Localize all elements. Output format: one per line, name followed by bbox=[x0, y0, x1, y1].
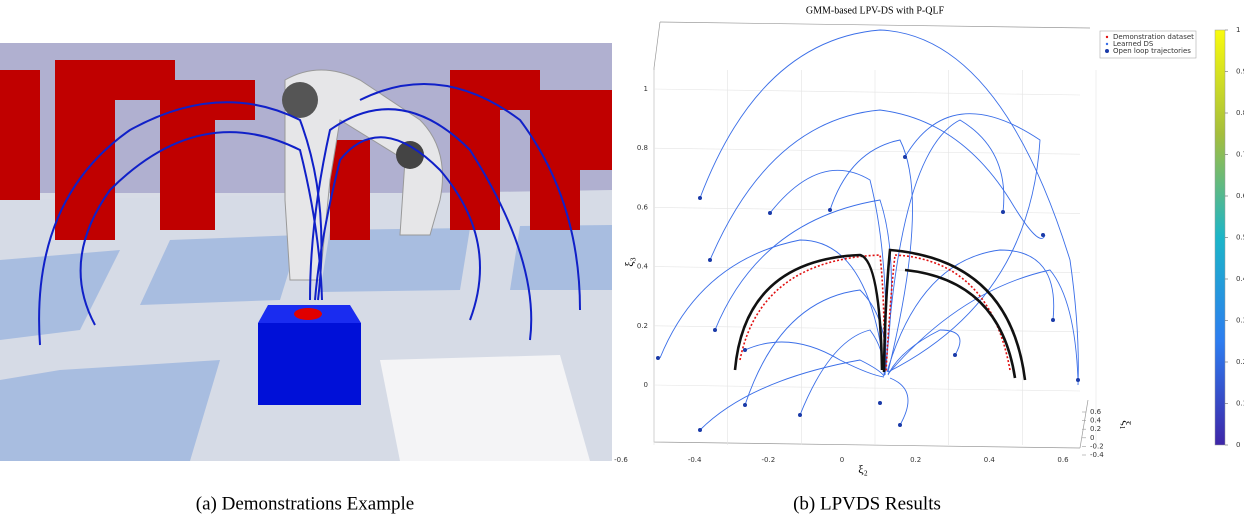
z-tick-label: 0 bbox=[644, 381, 648, 389]
z-tick-label: 0.6 bbox=[637, 203, 649, 211]
z-tick-label: 0.4 bbox=[637, 263, 649, 271]
page: (a) Demonstrations Example bbox=[0, 0, 1244, 527]
y-tick-label: -0.2 bbox=[1090, 442, 1104, 450]
grid-line bbox=[654, 267, 1080, 273]
y-tick-label: 0.2 bbox=[1090, 425, 1101, 433]
y-axis-label: ξ₁ bbox=[1119, 420, 1133, 430]
colorbar-tick-label: 0.2 bbox=[1236, 358, 1244, 366]
caption: (b) LPVDS Results bbox=[793, 493, 941, 514]
x-tick-label: -0.6 bbox=[614, 456, 628, 464]
legend-label: Open loop trajectories bbox=[1113, 47, 1191, 55]
grid-line bbox=[654, 385, 1080, 391]
colorbar-tick-label: 0.8 bbox=[1236, 109, 1244, 117]
grid bbox=[654, 70, 1096, 445]
colorbar-tick-label: 0.4 bbox=[1236, 275, 1244, 283]
y-tick-label: -0.4 bbox=[1090, 451, 1104, 459]
colorbar-tick-label: 0 bbox=[1236, 441, 1240, 449]
plot-frame bbox=[654, 22, 1090, 448]
x-tick-label: 0.4 bbox=[984, 456, 996, 464]
y-tick-label: 0.6 bbox=[1090, 408, 1102, 416]
colorbar-tick-label: 0.7 bbox=[1236, 151, 1244, 159]
x-tick-label: -0.2 bbox=[761, 456, 775, 464]
z-tick-label: 1 bbox=[644, 85, 648, 93]
colorbar-tick-label: 0.6 bbox=[1236, 192, 1244, 200]
x-axis-label: ξ₂ bbox=[858, 462, 868, 476]
scene-image bbox=[0, 43, 612, 461]
x-tick-label: -0.4 bbox=[688, 456, 702, 464]
caption: (a) Demonstrations Example bbox=[196, 493, 414, 514]
grid-line bbox=[654, 89, 1080, 95]
colorbar-tick-label: 0.9 bbox=[1236, 68, 1244, 76]
x-tick-label: 0 bbox=[840, 456, 844, 464]
z-tick-label: 0.8 bbox=[637, 144, 648, 152]
y-tick-label: 0 bbox=[1090, 434, 1094, 442]
x-tick-label: 0.2 bbox=[910, 456, 921, 464]
colorbar-tick-label: 1 bbox=[1236, 26, 1240, 34]
colorbar-tick-label: 0.5 bbox=[1236, 234, 1244, 242]
colorbar-tick-label: 0.3 bbox=[1236, 317, 1244, 325]
figure: (a) Demonstrations Example bbox=[0, 0, 1244, 527]
colorbar-tick-label: 0.1 bbox=[1236, 400, 1244, 408]
x-tick-label: 0.6 bbox=[1057, 456, 1069, 464]
z-axis-label: ξ₃ bbox=[622, 257, 636, 267]
colorbar bbox=[1215, 30, 1225, 445]
grid-line bbox=[654, 148, 1080, 154]
plot-title: GMM-based LPV-DS with P-QLF bbox=[806, 5, 945, 16]
z-tick-label: 0.2 bbox=[637, 322, 648, 330]
y-tick-label: 0.4 bbox=[1090, 417, 1102, 425]
start-points bbox=[656, 155, 1080, 432]
